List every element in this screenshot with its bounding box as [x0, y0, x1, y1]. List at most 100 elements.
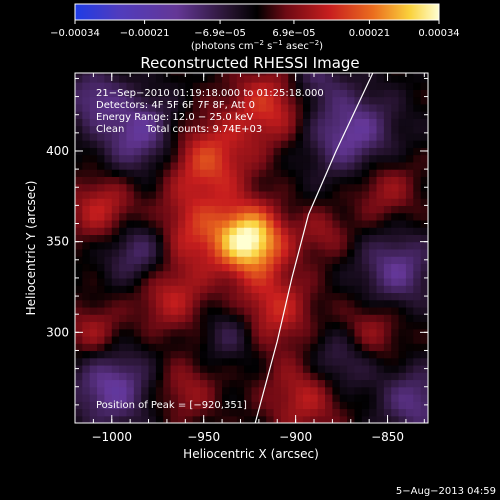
- heatmap-cell: [97, 277, 106, 286]
- heatmap-cell: [229, 74, 238, 83]
- heatmap-cell: [376, 270, 385, 279]
- heatmap-cell: [420, 335, 428, 344]
- heatmap-cell: [155, 241, 164, 250]
- heatmap-cell: [75, 321, 83, 330]
- heatmap-cell: [347, 198, 356, 206]
- heatmap-cell: [354, 364, 363, 373]
- heatmap-cell: [347, 111, 356, 119]
- heatmap-cell: [420, 343, 428, 352]
- heatmap-cell: [420, 89, 428, 98]
- heatmap-cell: [214, 140, 223, 148]
- heatmap-cell: [317, 154, 326, 163]
- heatmap-cell: [89, 190, 98, 199]
- heatmap-cell: [398, 285, 407, 294]
- heatmap-cell: [155, 118, 164, 127]
- heatmap-cell: [177, 321, 186, 330]
- heatmap-cell: [332, 198, 341, 206]
- heatmap-cell: [148, 328, 157, 337]
- heatmap-cell: [200, 125, 208, 134]
- heatmap-cell: [288, 357, 297, 366]
- heatmap-cell: [89, 248, 98, 257]
- heatmap-cell: [383, 89, 392, 98]
- heatmap-cell: [163, 125, 172, 134]
- heatmap-cell: [222, 285, 231, 294]
- heatmap-cell: [325, 132, 333, 141]
- heatmap-cell: [111, 277, 120, 286]
- heatmap-cell: [317, 277, 326, 286]
- heatmap-cell: [361, 364, 370, 373]
- heatmap-cell: [251, 256, 260, 265]
- heatmap-cell: [361, 408, 370, 417]
- heatmap-cell: [133, 299, 142, 308]
- heatmap-cell: [200, 401, 208, 410]
- heatmap-cell: [376, 256, 385, 265]
- heatmap-cell: [339, 82, 348, 90]
- heatmap-cell: [339, 248, 348, 257]
- heatmap-cell: [163, 82, 172, 90]
- heatmap-cell: [244, 74, 253, 83]
- heatmap-cell: [192, 299, 201, 308]
- heatmap-cell: [192, 169, 201, 177]
- heatmap-cell: [111, 263, 120, 272]
- heatmap-cell: [369, 408, 378, 417]
- peak-position-label: Position of Peak = [−920,351]: [96, 400, 247, 411]
- heatmap-cell: [354, 103, 363, 112]
- heatmap-cell: [104, 379, 113, 388]
- heatmap-cell: [82, 227, 91, 235]
- heatmap-cell: [302, 74, 311, 83]
- heatmap-cell: [177, 379, 186, 388]
- heatmap-cell: [170, 227, 179, 235]
- heatmap-cell: [376, 103, 385, 112]
- heatmap-cell: [391, 393, 400, 402]
- heatmap-cell: [126, 408, 135, 417]
- heatmap-cell: [273, 292, 282, 301]
- heatmap-cell: [111, 256, 120, 265]
- heatmap-cell: [413, 227, 422, 235]
- heatmap-cell: [302, 401, 311, 410]
- heatmap-cell: [244, 321, 253, 330]
- heatmap-cell: [280, 125, 289, 134]
- heatmap-cell: [236, 125, 245, 134]
- heatmap-cell: [192, 393, 201, 402]
- heatmap-cell: [317, 299, 326, 308]
- heatmap-cell: [236, 132, 245, 141]
- heatmap-cell: [391, 314, 400, 323]
- heatmap-cell: [413, 285, 422, 294]
- heatmap-cell: [82, 343, 91, 352]
- heatmap-cell: [325, 147, 333, 156]
- heatmap-cell: [251, 169, 260, 177]
- heatmap-cell: [207, 176, 216, 185]
- heatmap-cell: [200, 408, 208, 417]
- heatmap-cell: [97, 89, 106, 98]
- heatmap-cell: [89, 234, 98, 243]
- heatmap-cell: [111, 147, 120, 156]
- heatmap-cell: [104, 393, 113, 402]
- heatmap-cell: [97, 386, 106, 395]
- heatmap-cell: [177, 118, 186, 127]
- heatmap-cell: [339, 132, 348, 141]
- heatmap-cell: [295, 256, 304, 265]
- heatmap-cell: [104, 125, 113, 134]
- heatmap-cell: [170, 241, 179, 250]
- heatmap-cell: [369, 292, 378, 301]
- heatmap-cell: [383, 219, 392, 228]
- heatmap-cell: [295, 328, 304, 337]
- heatmap-cell: [266, 169, 275, 177]
- heatmap-cell: [339, 212, 348, 221]
- heatmap-cell: [89, 82, 98, 90]
- heatmap-cell: [222, 241, 231, 250]
- heatmap-cell: [177, 234, 186, 243]
- heatmap-cell: [361, 161, 370, 170]
- heatmap-cell: [347, 147, 356, 156]
- heatmap-cell: [200, 176, 208, 185]
- heatmap-cell: [361, 111, 370, 119]
- heatmap-cell: [155, 169, 164, 177]
- heatmap-cell: [111, 379, 120, 388]
- heatmap-cell: [192, 74, 201, 83]
- heatmap-cell: [251, 292, 260, 301]
- heatmap-cell: [126, 248, 135, 257]
- heatmap-cell: [163, 89, 172, 98]
- heatmap-cell: [317, 111, 326, 119]
- heatmap-cell: [325, 169, 333, 177]
- heatmap-cell: [185, 270, 194, 279]
